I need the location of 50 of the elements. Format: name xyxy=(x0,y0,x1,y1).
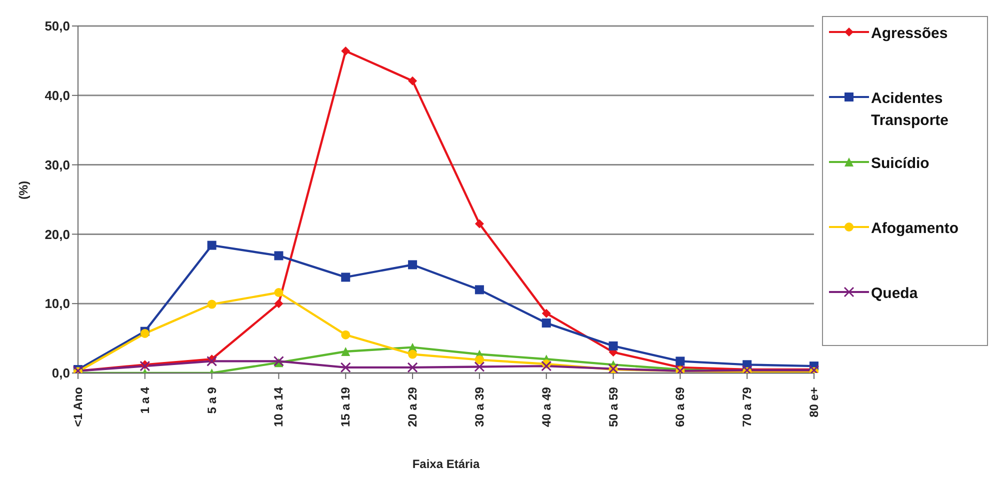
point xyxy=(474,362,485,372)
point xyxy=(206,356,218,366)
x-axis-title: Faixa Etária xyxy=(412,457,480,471)
point xyxy=(408,76,418,86)
point xyxy=(341,46,350,56)
x-tick-label: 30 a 39 xyxy=(472,386,486,428)
x-tick-label: 1 a 4 xyxy=(138,386,152,414)
point xyxy=(474,355,484,364)
point xyxy=(340,362,351,373)
point xyxy=(274,251,284,260)
point xyxy=(474,285,484,294)
point xyxy=(341,272,350,282)
x-tick-label: 40 a 49 xyxy=(539,386,554,428)
x-tick-label: 10 a 14 xyxy=(272,386,286,428)
x-tick-label: 15 a 19 xyxy=(338,386,353,428)
y-tick-label: 10,0 xyxy=(44,296,70,312)
point xyxy=(341,330,350,340)
point xyxy=(608,341,618,350)
point xyxy=(474,219,484,228)
point xyxy=(542,318,551,328)
y-tick-label: 20,0 xyxy=(44,226,70,242)
x-tick-label: 80 e+ xyxy=(807,387,821,418)
point xyxy=(676,356,685,366)
point xyxy=(274,299,284,308)
x-tick-label: 50 a 59 xyxy=(606,386,620,428)
y-tick-label: 40,0 xyxy=(44,88,70,104)
x-tick-label: 70 a 79 xyxy=(740,386,754,428)
y-axis-title: (%) xyxy=(16,180,30,200)
point xyxy=(407,362,418,373)
point xyxy=(341,346,350,356)
y-tick-label: 0,0 xyxy=(52,366,70,381)
legend-label: Agressões xyxy=(871,24,948,44)
legend-label: Suicídio xyxy=(871,154,930,174)
point xyxy=(273,356,284,366)
x-tick-label: <1 Ano xyxy=(71,387,85,427)
legend-label: Acidentes Transporte xyxy=(871,89,950,131)
y-tick-label: 30,0 xyxy=(44,157,70,172)
point xyxy=(542,308,551,318)
point xyxy=(408,350,418,359)
x-tick-label: 60 a 69 xyxy=(673,386,688,428)
legend-label: Afogamento xyxy=(871,219,958,239)
x-tick-label: 5 a 9 xyxy=(204,386,219,414)
y-tick-label: 50,0 xyxy=(44,18,70,34)
legend-label: Queda xyxy=(871,284,918,304)
point xyxy=(207,240,216,250)
point xyxy=(207,300,216,309)
point xyxy=(408,260,418,270)
point xyxy=(274,288,284,297)
x-tick-label: 20 a 29 xyxy=(406,386,420,428)
point xyxy=(541,360,552,372)
